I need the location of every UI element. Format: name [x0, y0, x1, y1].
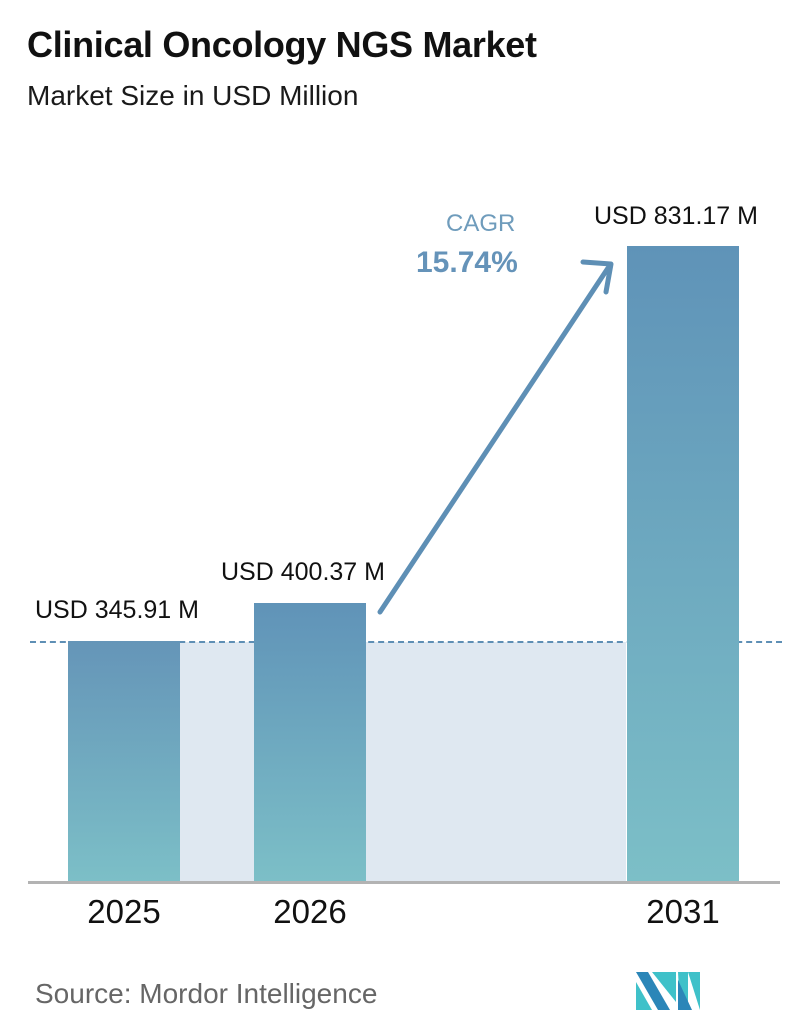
bar-value-label: USD 831.17 M [594, 202, 758, 230]
cagr-value: 15.74% [416, 246, 518, 279]
reference-shade [180, 642, 254, 881]
x-axis-line [28, 881, 780, 884]
bar-2031 [627, 246, 739, 881]
mordor-intelligence-logo-icon [636, 972, 700, 1010]
bar-value-label: USD 400.37 M [221, 558, 385, 586]
cagr-label: CAGR [446, 210, 516, 237]
bar-value-label: USD 345.91 M [35, 596, 199, 624]
chart-title: Clinical Oncology NGS Market [27, 24, 537, 65]
source-text: Source: Mordor Intelligence [35, 978, 378, 1009]
x-axis-label-2031: 2031 [646, 893, 720, 930]
x-axis-label-2025: 2025 [87, 893, 161, 930]
bar-2025 [68, 641, 180, 881]
chart-subtitle: Market Size in USD Million [27, 80, 359, 111]
reference-dashed-line [30, 641, 782, 643]
reference-shade [366, 642, 626, 881]
bar-2026 [254, 603, 366, 881]
x-axis-label-2026: 2026 [273, 893, 347, 930]
